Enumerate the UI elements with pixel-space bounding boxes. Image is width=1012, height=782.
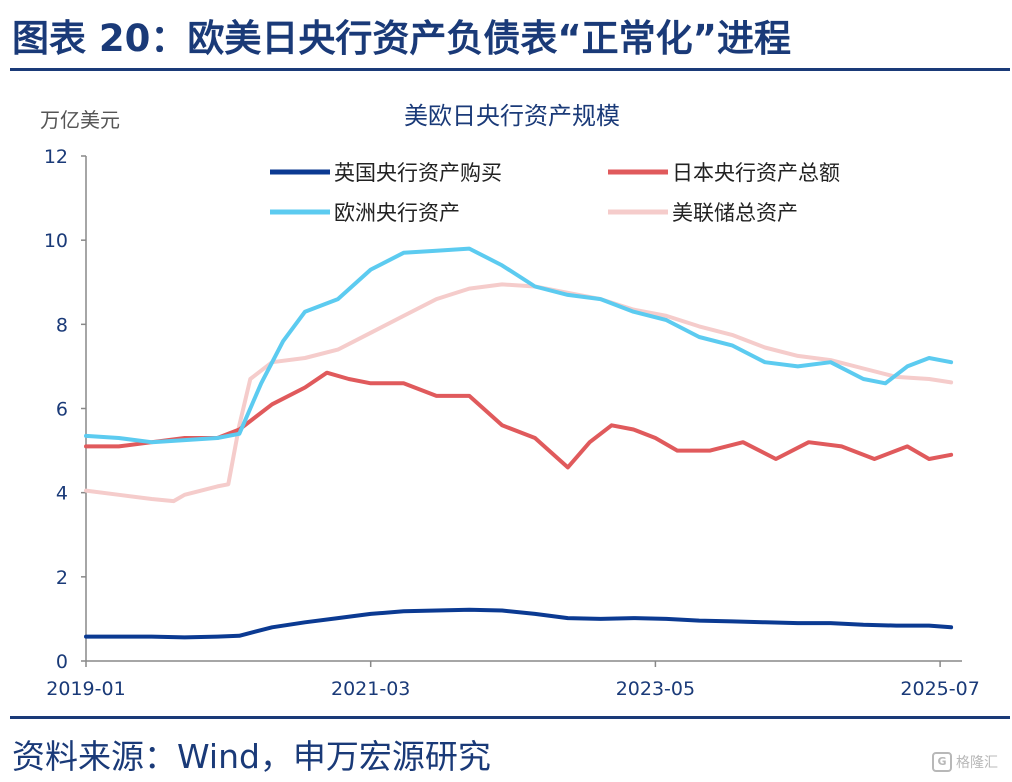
series-line-2 <box>84 246 954 445</box>
watermark: G 格隆汇 <box>932 752 998 772</box>
y-tick-label: 0 <box>56 651 68 673</box>
legend-label: 欧洲央行资产 <box>334 201 460 225</box>
series-line-1 <box>84 370 954 470</box>
x-tick-label: 2019-01 <box>46 678 125 700</box>
y-tick-label: 8 <box>56 314 68 336</box>
x-tick-label: 2023-05 <box>616 678 695 700</box>
series-line-3 <box>84 282 954 504</box>
chart-title: 美欧日央行资产规模 <box>404 102 620 130</box>
footer-divider <box>10 716 1010 719</box>
watermark-logo-icon: G <box>932 752 952 772</box>
y-axis-label: 万亿美元 <box>40 108 120 132</box>
page-title: 图表 20：欧美日央行资产负债表“正常化”进程 <box>12 17 792 60</box>
x-tick-label: 2025-07 <box>900 678 979 700</box>
legend-label: 美联储总资产 <box>672 201 798 225</box>
y-tick-label: 12 <box>44 146 68 168</box>
watermark-text: 格隆汇 <box>956 755 998 771</box>
legend-label: 英国央行资产购买 <box>334 161 502 185</box>
y-tick-label: 10 <box>44 230 68 252</box>
x-tick-label: 2021-03 <box>331 678 410 700</box>
axes: 0 2 4 6 8 10 12 2019-01 2021-03 2023-05 2025-07 <box>44 146 980 700</box>
plot-area <box>84 246 954 640</box>
source-note: 资料来源：Wind，申万宏源研究 <box>12 737 491 776</box>
y-tick-label: 6 <box>56 399 68 421</box>
title-divider <box>10 68 1010 71</box>
chart: 美欧日央行资产规模 万亿美元 0 2 4 6 8 10 12 2019-01 2021-03 20… <box>40 102 980 700</box>
legend-label: 日本央行资产总额 <box>672 161 840 185</box>
y-tick-label: 4 <box>56 483 68 505</box>
y-tick-label: 2 <box>56 567 68 589</box>
series-line-0 <box>84 607 954 640</box>
